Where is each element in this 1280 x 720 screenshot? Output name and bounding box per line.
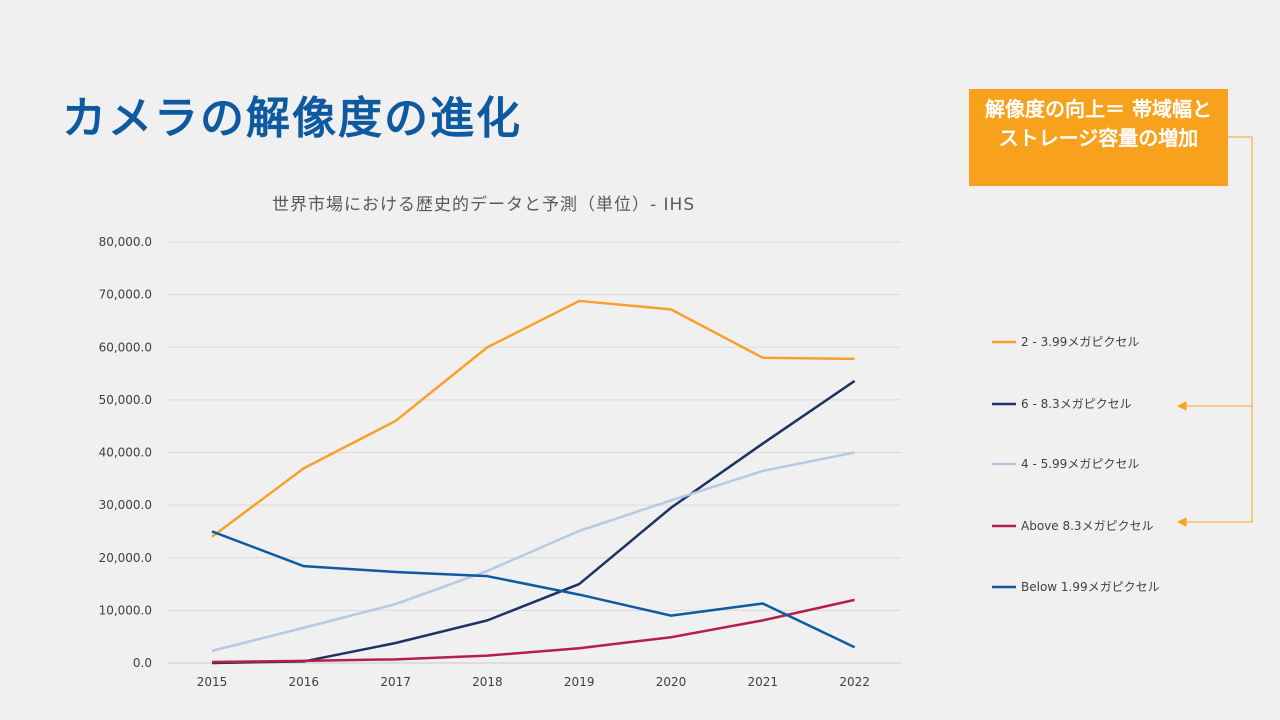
series-line [211,299,855,538]
series-line [211,379,856,665]
callout-box: 解像度の向上＝ 帯域幅とストレージ容量の増加 [969,89,1228,186]
x-tick-label: 2017 [380,675,411,689]
x-tick-label: 2020 [656,675,687,689]
connector-line [1185,136,1253,523]
chart-legend: 2 - 3.99メガピクセル 6 - 8.3メガピクセル 4 - 5.99メガピクセ… [992,335,1160,594]
x-tick-label: 2022 [839,675,870,689]
y-tick-label: 20,000.0 [99,551,152,565]
y-tick-label: 10,000.0 [99,603,152,617]
slide-title: カメラの解像度の進化 [62,93,522,144]
y-tick-label: 40,000.0 [99,446,152,460]
x-tick-label: 2015 [197,675,228,689]
legend-label: 2 - 3.99メガピクセル [1021,335,1139,349]
y-tick-label: 30,000.0 [99,498,152,512]
x-tick-label: 2018 [472,675,503,689]
x-tick-label: 2019 [564,675,595,689]
y-tick-label: 60,000.0 [99,340,152,354]
y-tick-label: 0.0 [133,656,152,670]
series-line [211,598,855,664]
y-tick-label: 50,000.0 [99,393,152,407]
x-tick-label: 2021 [748,675,779,689]
legend-label: 6 - 8.3メガピクセル [1021,397,1132,411]
chart-grid [168,241,901,664]
legend-label: 4 - 5.99メガピクセル [1021,457,1139,471]
legend-label: Above 8.3メガピクセル [1021,519,1154,533]
x-axis-ticks: 2015 2016 2017 2018 2019 2020 2021 2022 [197,675,870,689]
y-tick-label: 70,000.0 [99,288,152,302]
y-tick-label: 80,000.0 [99,235,152,249]
legend-label: Below 1.99メガピクセル [1021,580,1160,594]
callout-connector [1176,136,1253,527]
series-line [211,451,855,653]
series-line [211,530,856,649]
chart-series [211,299,856,665]
arrow-head-lower [1176,517,1187,527]
chart-title: 世界市場における歴史的データと予測（単位）- IHS [272,195,696,215]
x-tick-label: 2016 [289,675,320,689]
arrow-head-upper [1176,401,1187,411]
y-axis-ticks: 0.0 10,000.0 20,000.0 30,000.0 40,000.0 50,00… [99,235,152,670]
